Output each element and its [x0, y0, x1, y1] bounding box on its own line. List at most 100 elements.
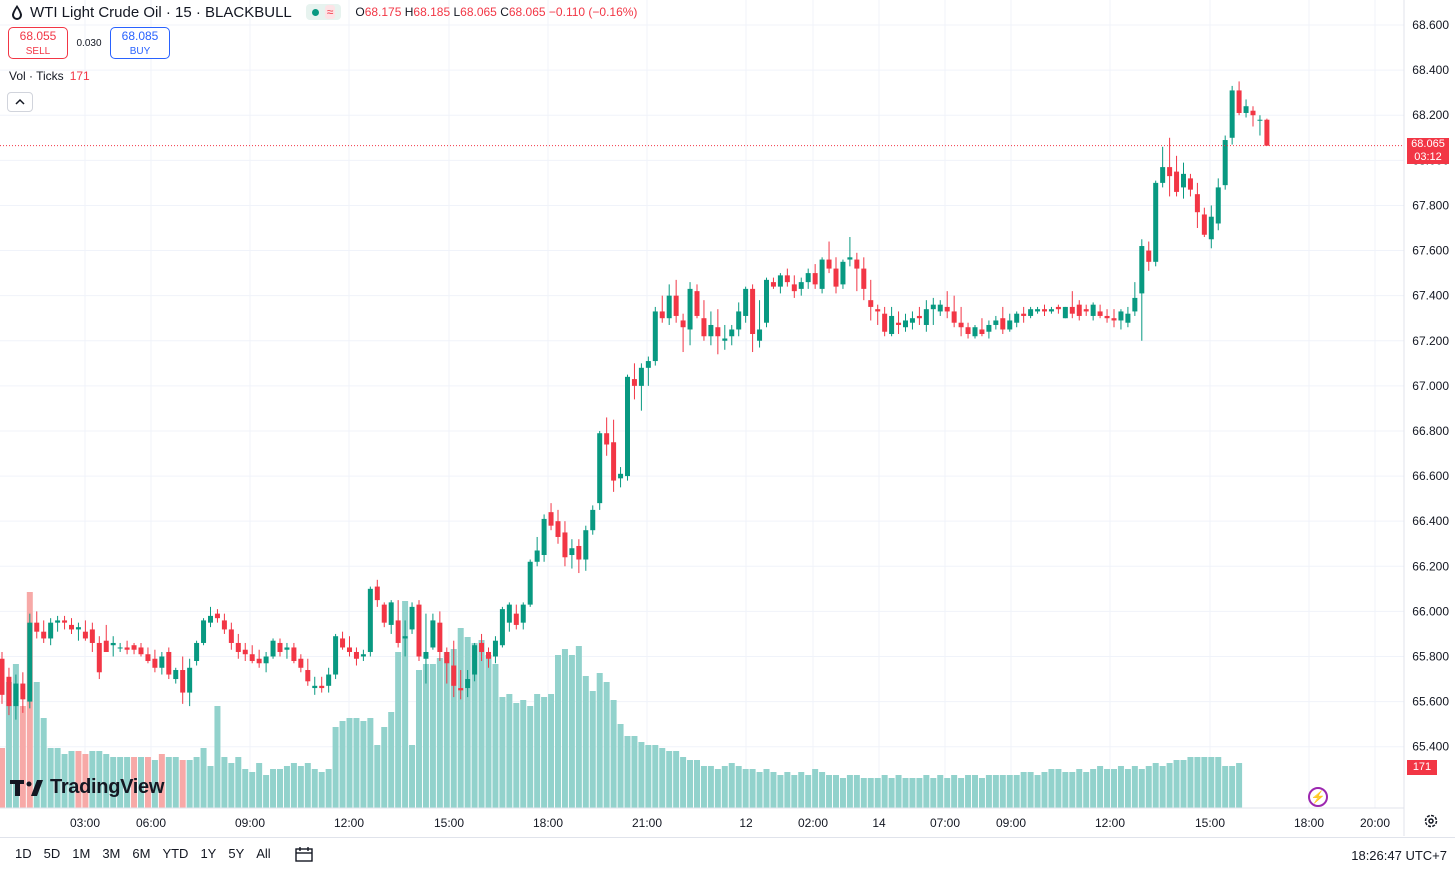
volume-bar [1062, 772, 1069, 808]
range-1m[interactable]: 1M [72, 846, 91, 861]
candle-body [979, 329, 985, 334]
candle-body [69, 624, 74, 630]
collapse-legend-button[interactable] [7, 92, 33, 112]
price-tick-label: 65.800 [1412, 649, 1449, 663]
market-status[interactable]: ≈ [305, 4, 342, 20]
candle-body [1153, 182, 1159, 262]
volume-bar [680, 757, 687, 808]
volume-bar [1152, 763, 1159, 808]
candle-body [527, 561, 533, 605]
candle-body [569, 548, 575, 556]
candle-body [1021, 313, 1027, 316]
volume-bar [381, 727, 388, 808]
candle-body [972, 327, 978, 337]
candle-body [854, 259, 860, 269]
candle-body [1055, 306, 1061, 310]
volume-bar [96, 751, 103, 808]
volume-bar [978, 778, 985, 808]
candle-body [1160, 167, 1166, 183]
volume-bar [965, 775, 972, 808]
volume-bar [450, 649, 457, 808]
candle-body [944, 306, 950, 312]
volume-bar [1187, 757, 1194, 808]
candle-body [826, 259, 832, 269]
volume-bar [138, 757, 144, 808]
candle-body [784, 275, 790, 283]
candle-body [423, 651, 429, 659]
candle-body [777, 275, 783, 287]
volume-bar [270, 769, 277, 808]
volume-bar [110, 757, 117, 808]
candle-body [1187, 178, 1193, 190]
buy-button[interactable]: 68.085 BUY [110, 27, 170, 59]
volume-bar [541, 697, 548, 808]
volume-bar [54, 748, 61, 808]
trade-panel: 68.055 SELL 0.030 68.085 BUY [8, 27, 170, 59]
candle-body [1250, 110, 1256, 116]
range-3m[interactable]: 3M [102, 846, 121, 861]
volume-bar [186, 760, 193, 808]
volume-bar [172, 757, 179, 808]
volume-bar [1166, 763, 1173, 808]
range-5y[interactable]: 5Y [228, 846, 245, 861]
data-delay-icon: ≈ [324, 5, 336, 19]
volume-bar [728, 763, 735, 808]
time-tick-label: 15:00 [1195, 816, 1225, 830]
range-6m[interactable]: 6M [132, 846, 151, 861]
volume-bar [812, 769, 819, 808]
price-tick-label: 68.600 [1412, 18, 1449, 32]
range-1y[interactable]: 1Y [200, 846, 217, 861]
symbol-title[interactable]: WTI Light Crude Oil · 15 · BLACKBULL [30, 3, 292, 21]
quick-action-icon[interactable]: ⚡ [1308, 787, 1328, 807]
volume-bar [1131, 766, 1138, 808]
range-1d[interactable]: 1D [15, 846, 32, 861]
candle-body [1090, 304, 1096, 316]
candle-body [499, 609, 505, 646]
volume-bar [297, 766, 304, 808]
candle-body [1257, 119, 1263, 121]
tradingview-logo[interactable]: TradingView [10, 776, 164, 799]
volume-bar [256, 763, 263, 808]
candle-body [194, 642, 200, 662]
volume-bar [798, 772, 805, 808]
candle-body [263, 656, 269, 664]
candle-body [1097, 311, 1103, 316]
candle-body [270, 640, 276, 657]
candle-body [847, 257, 853, 260]
candle-body [1146, 250, 1152, 262]
candle-body [555, 521, 561, 537]
candle-body [631, 379, 637, 386]
volume-bar [909, 778, 916, 808]
range-ytd[interactable]: YTD [162, 846, 189, 861]
volume-bar [826, 775, 833, 808]
candle-body [138, 647, 144, 655]
candle-body [951, 311, 957, 323]
volume-value-label: 171 [1407, 760, 1437, 775]
volume-bar [492, 664, 499, 808]
candle-body [305, 670, 311, 682]
tradingview-mark-icon [10, 779, 43, 796]
candle-body [722, 338, 728, 341]
volume-bar [124, 757, 131, 808]
range-5d[interactable]: 5D [43, 846, 61, 861]
timezone-clock[interactable]: 18:26:47 UTC+7 [1351, 848, 1447, 863]
volume-bar [707, 766, 714, 808]
candle-body [82, 631, 88, 639]
candle-body [96, 642, 102, 673]
candle-body [909, 318, 915, 323]
candle-body [812, 273, 818, 285]
volume-bar [749, 769, 756, 808]
settings-gear-icon[interactable] [1423, 813, 1439, 829]
candle-body [277, 642, 283, 652]
volume-bar [930, 778, 937, 808]
candle-body [736, 311, 742, 330]
sell-button[interactable]: 68.055 SELL [8, 27, 68, 59]
price-tick-label: 68.200 [1412, 108, 1449, 122]
time-axis: 03:00 06:00 09:00 12:00 15:00 18:00 21:00 12 02:… [70, 816, 1390, 830]
candle-body [715, 327, 721, 337]
calendar-goto-icon[interactable] [295, 846, 313, 862]
range-all[interactable]: All [256, 846, 271, 861]
volume-legend[interactable]: Vol · Ticks 171 [9, 69, 90, 83]
candle-body [562, 532, 568, 558]
